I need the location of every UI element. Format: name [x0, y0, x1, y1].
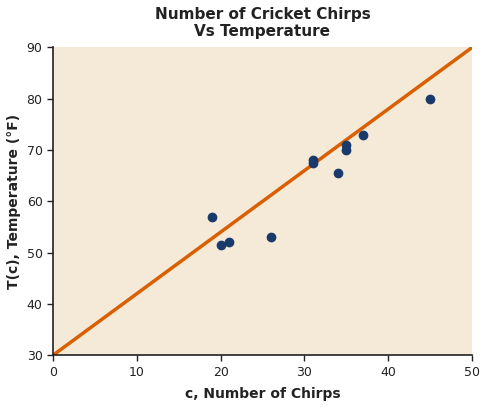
Point — [309, 157, 317, 164]
Title: Number of Cricket Chirps
Vs Temperature: Number of Cricket Chirps Vs Temperature — [154, 7, 370, 39]
Y-axis label: T(c), Temperature (°F): T(c), Temperature (°F) — [7, 114, 21, 289]
Point — [217, 242, 225, 248]
Point — [426, 95, 434, 102]
Point — [342, 147, 350, 153]
Point — [309, 160, 317, 166]
Point — [334, 170, 342, 176]
Point — [267, 234, 275, 241]
Point — [359, 131, 367, 138]
X-axis label: c, Number of Chirps: c, Number of Chirps — [185, 387, 340, 401]
Point — [225, 239, 233, 246]
Point — [208, 213, 216, 220]
Point — [342, 142, 350, 148]
